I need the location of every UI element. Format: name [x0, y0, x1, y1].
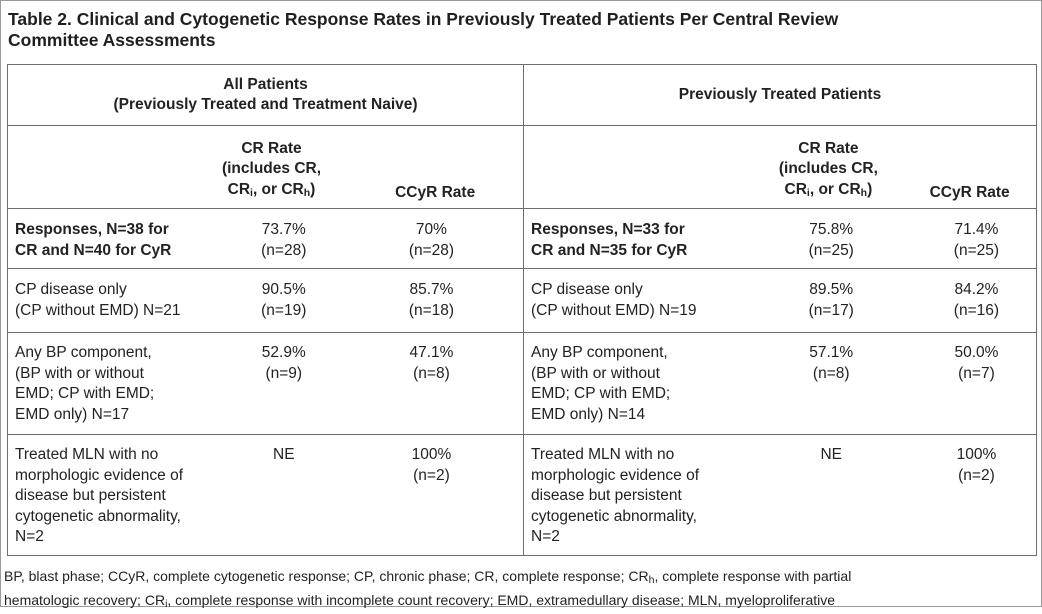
- row-label: Any BP component, (BP with or without EM…: [15, 344, 155, 423]
- row-cell-prev: Any BP component, (BP with or without EM…: [523, 332, 1037, 435]
- ccyr-rate-header: CCyR Rate: [347, 183, 523, 204]
- cr-header-line-2: (includes CR,: [221, 160, 322, 177]
- row-cell-all: Any BP component, (BP with or without EM…: [7, 332, 524, 435]
- footnote-line-1: BP, blast phase; CCyR, complete cytogene…: [4, 568, 852, 586]
- cr-rate-value: NE: [273, 446, 295, 463]
- ccyr-rate-value: 85.7% (n=18): [408, 281, 455, 319]
- table-row: CP disease only (CP without EMD) N=21 90…: [7, 268, 1037, 333]
- row-label: Responses, N=33 for CR and N=35 for CyR: [531, 221, 688, 259]
- cr-header-line-3: CRi, or CRh): [784, 180, 873, 199]
- ccyr-header-label: CCyR Rate: [395, 183, 476, 201]
- cr-rate-value: 73.7% (n=28): [261, 221, 307, 259]
- row-cell-all: Treated MLN with no morphologic evidence…: [7, 434, 524, 556]
- caption-line-1: Table 2. Clinical and Cytogenetic Respon…: [8, 9, 839, 29]
- table-footnote: BP, blast phase; CCyR, complete cytogene…: [4, 566, 1034, 614]
- cr-rate-value: 90.5% (n=19): [261, 281, 307, 319]
- ccyr-header-label: CCyR Rate: [929, 183, 1010, 201]
- ccyr-rate-value: 100% (n=2): [411, 446, 452, 484]
- cr-rate-value: 57.1% (n=8): [809, 344, 854, 382]
- response-rates-table: All Patients (Previously Treated and Tre…: [7, 64, 1037, 556]
- group-header-previously-treated: Previously Treated Patients: [523, 64, 1037, 126]
- cr-rate-value: NE: [820, 446, 842, 463]
- cr-header-line-2: (includes CR,: [778, 160, 878, 177]
- table-row: Any BP component, (BP with or without EM…: [7, 332, 1037, 435]
- cr-header-line-1: CR Rate: [798, 139, 859, 157]
- row-label: Any BP component, (BP with or without EM…: [531, 344, 671, 423]
- column-header-row: CR Rate (includes CR, CRi, or CRh) CCyR …: [7, 125, 1037, 209]
- group-all-line-1: All Patients: [223, 75, 308, 93]
- ccyr-rate-value: 70% (n=28): [408, 221, 455, 259]
- row-label: CP disease only (CP without EMD) N=19: [531, 281, 697, 319]
- row-cell-prev: CP disease only (CP without EMD) N=19 89…: [523, 268, 1037, 333]
- cr-rate-value: 52.9% (n=9): [261, 344, 306, 382]
- row-cell-all: Responses, N=38 for CR and N=40 for CyR …: [7, 208, 524, 269]
- ccyr-rate-value: 47.1% (n=8): [409, 344, 454, 382]
- footnote-line-2: hematologic recovery; CRi, complete resp…: [4, 592, 836, 610]
- table-caption: Table 2. Clinical and Cytogenetic Respon…: [8, 9, 1028, 51]
- table-row: Treated MLN with no morphologic evidence…: [7, 434, 1037, 556]
- ccyr-rate-value: 50.0% (n=7): [954, 344, 999, 382]
- ccyr-rate-header: CCyR Rate: [903, 183, 1036, 204]
- cr-rate-header: CR Rate (includes CR, CRi, or CRh): [754, 139, 904, 204]
- row-cell-all: CP disease only (CP without EMD) N=21 90…: [7, 268, 524, 333]
- ccyr-rate-value: 84.2% (n=16): [953, 281, 1000, 319]
- table-row: Responses, N=38 for CR and N=40 for CyR …: [7, 208, 1037, 269]
- group-header-all-patients: All Patients (Previously Treated and Tre…: [7, 64, 524, 126]
- ccyr-rate-value: 100% (n=2): [956, 446, 997, 484]
- ccyr-rate-value: 71.4% (n=25): [953, 221, 1000, 259]
- caption-line-2: Committee Assessments: [8, 30, 216, 50]
- row-cell-prev: Responses, N=33 for CR and N=35 for CyR …: [523, 208, 1037, 269]
- row-label: Treated MLN with no morphologic evidence…: [531, 446, 700, 545]
- group-header-row: All Patients (Previously Treated and Tre…: [7, 64, 1037, 126]
- cr-header-line-3: CRi, or CRh): [227, 180, 316, 199]
- cr-rate-value: 89.5% (n=17): [808, 281, 854, 319]
- row-label: Responses, N=38 for CR and N=40 for CyR: [15, 221, 172, 259]
- cr-rate-value: 75.8% (n=25): [808, 221, 854, 259]
- row-label: CP disease only (CP without EMD) N=21: [15, 281, 181, 319]
- group-prev-line-1: Previously Treated Patients: [678, 85, 882, 103]
- group-all-line-2: (Previously Treated and Treatment Naive): [113, 96, 418, 113]
- row-cell-prev: Treated MLN with no morphologic evidence…: [523, 434, 1037, 556]
- column-header-prev: CR Rate (includes CR, CRi, or CRh) CCyR …: [523, 125, 1037, 209]
- column-header-all: CR Rate (includes CR, CRi, or CRh) CCyR …: [7, 125, 524, 209]
- cr-header-line-1: CR Rate: [241, 139, 302, 157]
- row-label: Treated MLN with no morphologic evidence…: [15, 446, 184, 545]
- cr-rate-header: CR Rate (includes CR, CRi, or CRh): [196, 139, 348, 204]
